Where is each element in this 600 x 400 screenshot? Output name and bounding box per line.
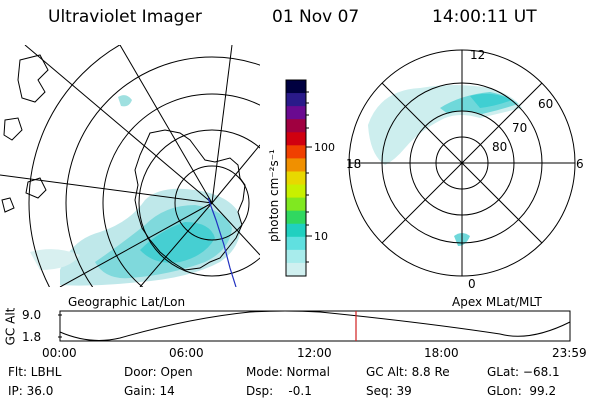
status-gc-alt: GC Alt: 8.8 Re	[366, 365, 450, 379]
gc-altitude-curve	[59, 310, 571, 341]
colorbar-segment	[286, 184, 306, 199]
status-dsp: Dsp: -0.1	[246, 384, 312, 398]
status-flt: Flt: LBHL	[8, 365, 62, 379]
status-mode: Mode: Normal	[246, 365, 330, 379]
colorbar-segment	[286, 223, 306, 238]
timeline-y-bottom: 1.8	[22, 330, 42, 344]
magnetic-footprint-line	[207, 197, 237, 287]
instrument-title: Ultraviolet Imager	[48, 7, 202, 27]
timeline-tick-1200: 12:00	[297, 346, 332, 360]
mlt-label-12: 12	[470, 48, 486, 62]
colorbar: 100 10 photon cm⁻²s⁻¹	[267, 79, 335, 277]
colorbar-segment	[286, 80, 306, 94]
observation-time: 14:00:11 UT	[432, 7, 537, 27]
colorbar-tick-100: 100	[314, 141, 335, 154]
colorbar-unit-label: photon cm⁻²s⁻¹	[267, 149, 281, 242]
status-gain: Gain: 14	[124, 384, 175, 398]
mlat-label-60: 60	[538, 97, 554, 111]
timeline-axis-label: GC Alt	[3, 307, 18, 346]
antarctica-coastline	[134, 129, 246, 271]
colorbar-segment	[286, 197, 306, 212]
timeline-tick-2359: 23:59	[552, 346, 587, 360]
colorbar-segment	[286, 249, 306, 264]
mlat-label-80: 80	[492, 140, 508, 154]
colorbar-segment	[286, 171, 306, 186]
mlt-label-0: 0	[468, 277, 476, 291]
mlt-label-18: 18	[346, 157, 362, 171]
status-glon: GLon: 99.2	[487, 384, 557, 398]
mlat-label-70: 70	[512, 121, 528, 135]
colorbar-segment	[286, 106, 306, 120]
orbit-timeline	[58, 310, 571, 342]
colorbar-segment	[286, 145, 306, 159]
apex-panel-label: Apex MLat/MLT	[452, 295, 542, 309]
coastline-fragment	[17, 54, 49, 103]
timeline-tick-0600: 06:00	[169, 346, 204, 360]
colorbar-segment	[286, 119, 306, 133]
geographic-panel-label: Geographic Lat/Lon	[68, 295, 186, 309]
timeline-tick-0000: 00:00	[42, 346, 77, 360]
polar-mlt-plot	[348, 49, 576, 277]
polar-aurora-emission	[368, 85, 522, 246]
status-door: Door: Open	[124, 365, 193, 379]
timeline-y-top: 9.0	[22, 308, 42, 322]
status-glat: GLat: −68.1	[487, 365, 560, 379]
coastline-fragment	[25, 177, 47, 199]
coastline-fragment	[3, 117, 23, 141]
colorbar-segment	[286, 236, 306, 251]
colorbar-segment	[286, 210, 306, 225]
latitude-grid	[28, 45, 260, 287]
timeline-tick-1800: 18:00	[424, 346, 459, 360]
observation-date: 01 Nov 07	[272, 7, 360, 27]
colorbar-segment	[286, 262, 306, 277]
geo-aurora-emission	[30, 95, 241, 286]
colorbar-tick-10: 10	[314, 230, 328, 243]
mlt-label-6: 6	[576, 157, 584, 171]
colorbar-segment	[286, 158, 306, 173]
geographic-map	[0, 45, 260, 287]
colorbar-segment	[286, 93, 306, 107]
colorbar-segment	[286, 132, 306, 146]
coastline-fragment	[1, 197, 15, 213]
status-seq: Seq: 39	[366, 384, 412, 398]
status-ip: IP: 36.0	[8, 384, 54, 398]
